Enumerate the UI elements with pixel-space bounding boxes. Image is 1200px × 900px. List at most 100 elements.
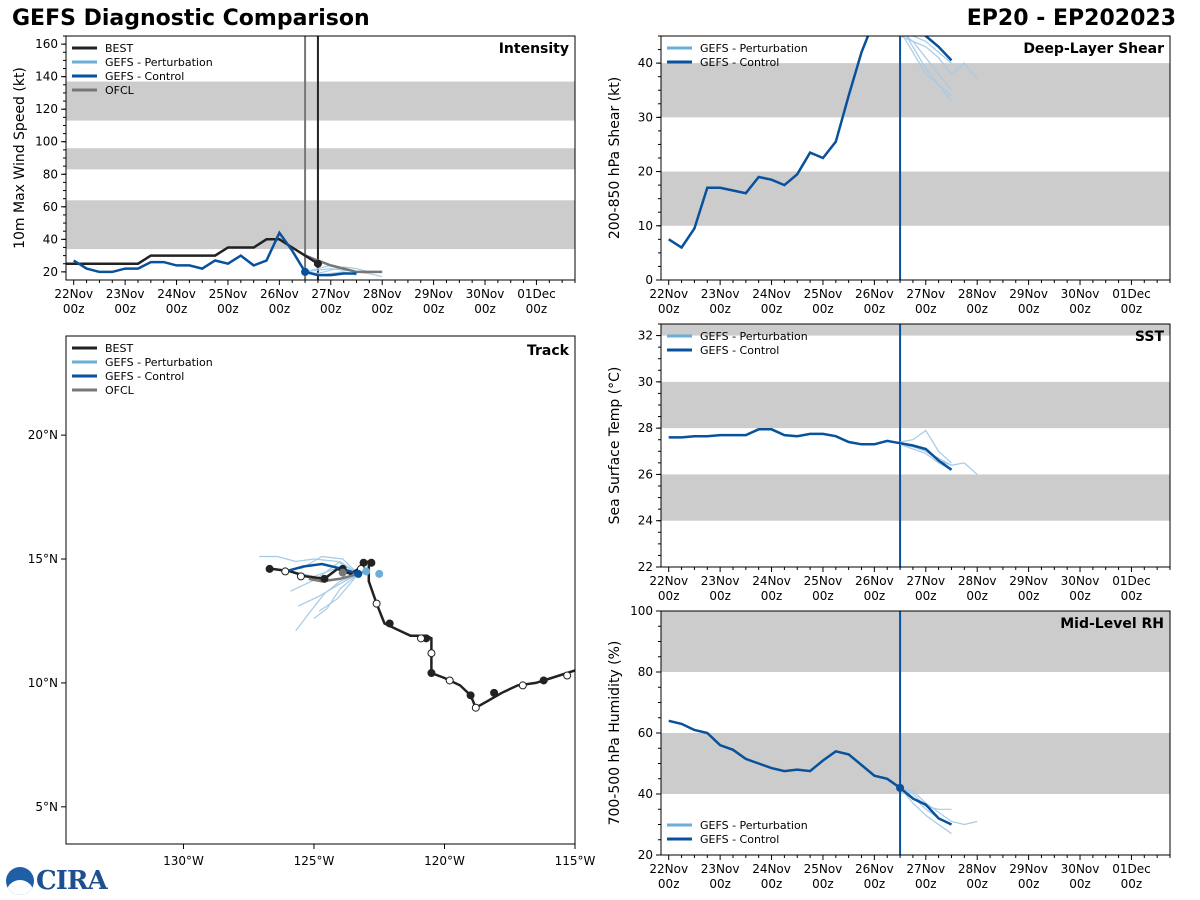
track-perturbation-marker <box>375 569 384 578</box>
sst-perturbation-line-3 <box>899 443 952 471</box>
track-best-marker <box>265 564 274 573</box>
rh-x-tick-label: 00z <box>915 877 937 891</box>
rh-x-tick-label: 28Nov <box>958 862 997 876</box>
rh-x-tick-label: 27Nov <box>906 862 945 876</box>
track-legend-label: GEFS - Control <box>105 370 184 383</box>
track-best-marker <box>563 671 572 680</box>
intensity-legend-label: BEST <box>105 42 133 55</box>
rh-x-tick-label: 00z <box>812 877 834 891</box>
rh-y-tick-label: 60 <box>638 726 653 740</box>
track-plot-area <box>259 555 575 712</box>
shear-x-tick-label: 00z <box>761 302 783 316</box>
sst-x-tick-label: 00z <box>761 589 783 603</box>
shear-title: Deep-Layer Shear <box>1023 41 1164 57</box>
intensity-marker <box>301 267 310 276</box>
rh-x-tick-label: 00z <box>864 877 886 891</box>
intensity-x-tick-label: 24Nov <box>157 287 196 301</box>
sst-x-tick-label: 00z <box>1121 589 1143 603</box>
noaa-logo-icon <box>6 867 34 895</box>
shear-x-tick-label: 26Nov <box>855 287 894 301</box>
cira-logo: CIRA <box>36 866 108 896</box>
agency-logos: CIRA <box>6 866 108 896</box>
track-panel: 130°W 125°W 120°W 115°W 5°N 10°N 15°N 20°N Track… <box>28 335 596 868</box>
rh-x-tick-label: 30Nov <box>1061 862 1100 876</box>
shear-x-tick-label: 22Nov <box>649 287 688 301</box>
intensity-x-tick-label: 22Nov <box>54 287 93 301</box>
intensity-threshold-band <box>66 81 575 121</box>
sst-x-tick-label: 22Nov <box>649 574 688 588</box>
rh-x-tick-label: 26Nov <box>855 862 894 876</box>
track-best-marker <box>490 688 499 697</box>
intensity-x-tick-label: 00z <box>320 302 342 316</box>
shear-threshold-band <box>661 63 1170 118</box>
rh-threshold-band <box>661 733 1170 794</box>
intensity-y-tick-label: 20 <box>43 265 58 279</box>
track-control-marker <box>354 569 363 578</box>
intensity-threshold-band <box>66 200 575 250</box>
sst-perturbation-line-1 <box>899 429 952 464</box>
shear-y-tick-label: 30 <box>638 110 653 124</box>
track-best-marker <box>367 558 376 567</box>
shear-perturbation-line-3 <box>902 36 952 97</box>
shear-x-tick-label: 25Nov <box>804 287 843 301</box>
track-best-marker <box>320 574 329 583</box>
track-best-marker <box>296 572 305 581</box>
rh-x-tick-label: 00z <box>761 877 783 891</box>
sst-legend-label: GEFS - Control <box>700 344 779 357</box>
intensity-x-tick-label: 01Dec <box>517 287 556 301</box>
sst-y-tick-label: 28 <box>638 421 653 435</box>
shear-x-tick-label: 00z <box>812 302 834 316</box>
sst-title: SST <box>1135 329 1165 345</box>
intensity-y-tick-label: 140 <box>35 70 58 84</box>
sst-x-tick-label: 23Nov <box>701 574 740 588</box>
track-x-tick-label: 115°W <box>555 854 596 868</box>
sst-x-tick-label: 00z <box>709 589 731 603</box>
sst-x-tick-label: 00z <box>658 589 680 603</box>
rh-x-tick-label: 29Nov <box>1009 862 1048 876</box>
track-y-tick-label: 5°N <box>35 800 58 814</box>
sst-threshold-band <box>661 324 1170 336</box>
rh-perturbation-line-1 <box>899 787 978 826</box>
shear-x-tick-label: 01Dec <box>1112 287 1151 301</box>
sst-x-tick-label: 00z <box>1069 589 1091 603</box>
rh-threshold-band <box>661 611 1170 672</box>
rh-y-tick-label: 80 <box>638 665 653 679</box>
track-ofcl-line <box>308 572 359 583</box>
track-perturbation-marker <box>362 567 371 576</box>
intensity-y-tick-label: 160 <box>35 37 58 51</box>
track-x-tick-label: 125°W <box>294 854 335 868</box>
track-y-tick-label: 10°N <box>28 676 58 690</box>
intensity-x-tick-label: 30Nov <box>466 287 505 301</box>
sst-x-tick-label: 01Dec <box>1112 574 1151 588</box>
intensity-y-tick-label: 40 <box>43 232 58 246</box>
rh-y-tick-label: 40 <box>638 787 653 801</box>
shear-x-tick-label: 24Nov <box>752 287 791 301</box>
sst-control-line <box>668 428 953 471</box>
rh-x-tick-label: 00z <box>966 877 988 891</box>
sst-plot-area <box>661 324 1170 567</box>
shear-y-tick-label: 10 <box>638 219 653 233</box>
sst-x-tick-label: 00z <box>966 589 988 603</box>
storm-id-title: EP20 - EP202023 <box>966 6 1176 31</box>
rh-x-tick-label: 25Nov <box>804 862 843 876</box>
sst-x-tick-label: 24Nov <box>752 574 791 588</box>
track-y-tick-label: 20°N <box>28 428 58 442</box>
shear-x-tick-label: 00z <box>709 302 731 316</box>
rh-x-tick-label: 01Dec <box>1112 862 1151 876</box>
track-best-marker <box>471 703 480 712</box>
shear-y-axis-label: 200-850 hPa Shear (kt) <box>607 77 623 239</box>
intensity-x-tick-label: 00z <box>166 302 188 316</box>
track-best-marker <box>385 619 394 628</box>
track-best-marker <box>416 634 425 643</box>
sst-x-tick-label: 30Nov <box>1061 574 1100 588</box>
track-ofcl-marker <box>338 568 347 577</box>
sst-y-axis-label: Sea Surface Temp (°C) <box>607 367 623 525</box>
shear-y-tick-label: 40 <box>638 56 653 70</box>
track-y-tick-label: 15°N <box>28 552 58 566</box>
rh-legend-label: GEFS - Control <box>700 833 779 846</box>
track-frame <box>65 335 576 845</box>
sst-x-tick-label: 00z <box>915 589 937 603</box>
track-control-line <box>284 562 359 576</box>
shear-perturbation-line-0 <box>905 36 952 91</box>
